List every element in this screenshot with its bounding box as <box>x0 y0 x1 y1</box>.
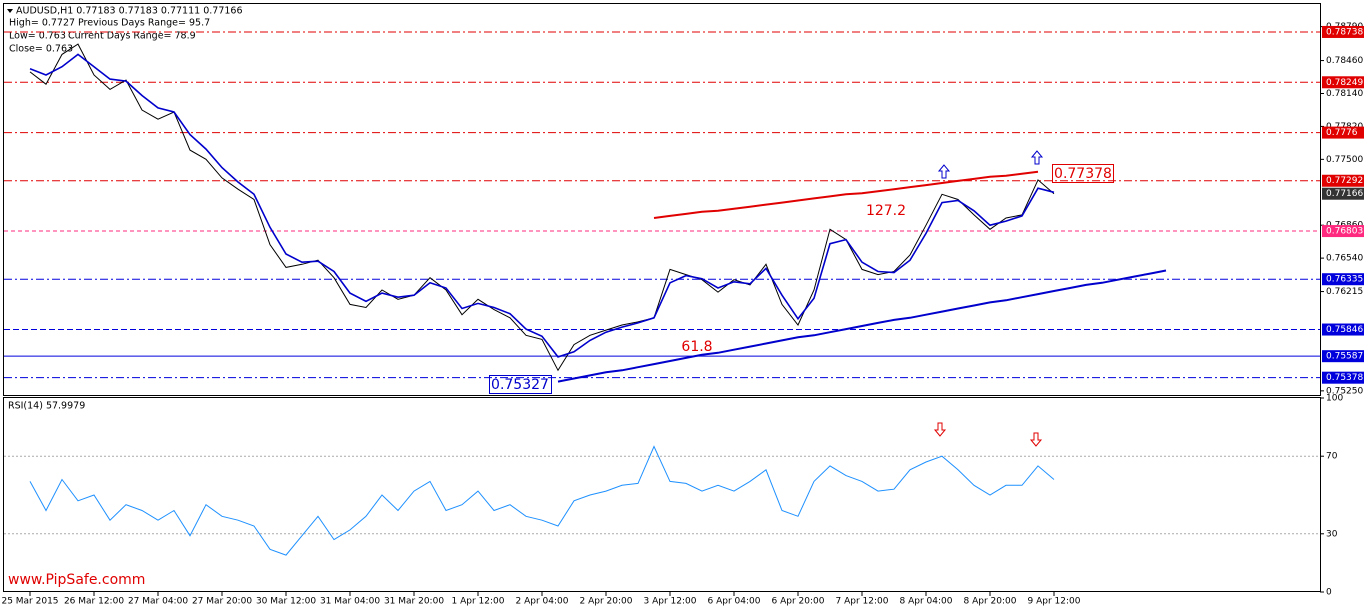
level-label-box <box>1322 174 1364 187</box>
y-tick-label: 0.76540 <box>1326 254 1363 264</box>
level-label: 0.76335 <box>1326 275 1363 285</box>
up-arrow <box>937 164 951 179</box>
header-prev-range: Previous Days Range= 95.7 <box>78 18 210 29</box>
x-tick-label: 3 Apr 12:00 <box>644 597 697 607</box>
up-arrow <box>1030 150 1044 165</box>
annotation: 0.75327 <box>491 377 549 393</box>
menu-triangle <box>7 9 13 13</box>
level-label-box <box>1322 371 1364 384</box>
level-label-box <box>1322 76 1364 89</box>
level-label: 0.75378 <box>1326 373 1363 383</box>
x-tick-label: 9 Apr 12:00 <box>1028 597 1081 607</box>
y-tick-label: 0 <box>1326 588 1332 598</box>
level-label: 0.75846 <box>1326 325 1363 335</box>
x-tick-label: 6 Apr 20:00 <box>772 597 825 607</box>
y-tick-label: 70 <box>1326 452 1338 462</box>
x-tick-label: 8 Apr 20:00 <box>964 597 1017 607</box>
header-cur-range: Current Days Range= 78.9 <box>68 31 196 42</box>
header-close: Close= 0.763 <box>9 44 73 55</box>
x-tick-label: 2 Apr 20:00 <box>580 597 633 607</box>
level-label-box <box>1322 126 1364 139</box>
x-tick-label: 1 Apr 12:00 <box>452 597 505 607</box>
x-tick-label: 26 Mar 12:00 <box>64 597 124 607</box>
down-arrow <box>1029 432 1043 447</box>
x-tick-label: 25 Mar 2015 <box>1 597 58 607</box>
x-tick-label: 8 Apr 04:00 <box>900 597 953 607</box>
watermark: www.PipSafe.comm <box>8 572 145 588</box>
y-tick-label: 30 <box>1326 529 1338 539</box>
rsi-title: RSI(14) 57.9979 <box>8 401 85 412</box>
rsi-panel-frame <box>3 397 1321 592</box>
level-label-box <box>1322 350 1364 363</box>
x-tick-label: 27 Mar 04:00 <box>128 597 188 607</box>
price-panel-frame <box>3 3 1321 396</box>
level-label: 0.76803 <box>1326 227 1363 237</box>
y-tick-label: 0.78140 <box>1326 89 1363 99</box>
level-label: 0.78249 <box>1326 78 1363 88</box>
y-tick-label: 0.75250 <box>1326 386 1363 396</box>
x-tick-label: 7 Apr 12:00 <box>836 597 889 607</box>
annotation: 0.77378 <box>1054 166 1112 182</box>
current-price-box <box>1322 187 1364 200</box>
x-tick-label: 6 Apr 04:00 <box>708 597 761 607</box>
y-tick-label: 100 <box>1326 394 1343 404</box>
level-label: 0.75587 <box>1326 352 1363 362</box>
annotation: 61.8 <box>681 339 712 355</box>
header-low: Low= 0.763 <box>9 31 66 42</box>
series-line <box>29 445 1055 556</box>
y-tick-label: 0.76215 <box>1326 287 1363 297</box>
y-tick-label: 0.77500 <box>1326 155 1363 165</box>
header-symbol: AUDUSD,H1 0.77183 0.77183 0.77111 0.7716… <box>16 6 243 17</box>
x-tick-label: 2 Apr 04:00 <box>516 597 569 607</box>
level-label-box <box>1322 25 1364 38</box>
x-tick-label: 27 Mar 20:00 <box>192 597 252 607</box>
x-tick-label: 30 Mar 12:00 <box>256 597 316 607</box>
level-label-box <box>1322 273 1364 286</box>
level-label: 0.78738 <box>1326 27 1363 37</box>
y-tick-label: 0.78460 <box>1326 56 1363 66</box>
level-label: 0.77292 <box>1326 176 1363 186</box>
trendline <box>557 269 1167 383</box>
x-tick-label: 31 Mar 20:00 <box>384 597 444 607</box>
level-label-box <box>1322 225 1364 238</box>
down-arrow <box>933 422 947 437</box>
level-label: 0.7776 <box>1326 128 1358 138</box>
annotation-box <box>1052 164 1114 183</box>
header-high: High= 0.7727 <box>9 18 75 29</box>
x-tick-label: 31 Mar 04:00 <box>320 597 380 607</box>
level-label-box <box>1322 323 1364 336</box>
series-line <box>29 53 1055 358</box>
current-price: 0.77166 <box>1326 189 1363 199</box>
annotation: 127.2 <box>866 203 906 219</box>
annotation-box <box>489 375 552 394</box>
series-line <box>29 43 1055 372</box>
trendline <box>653 170 1039 219</box>
